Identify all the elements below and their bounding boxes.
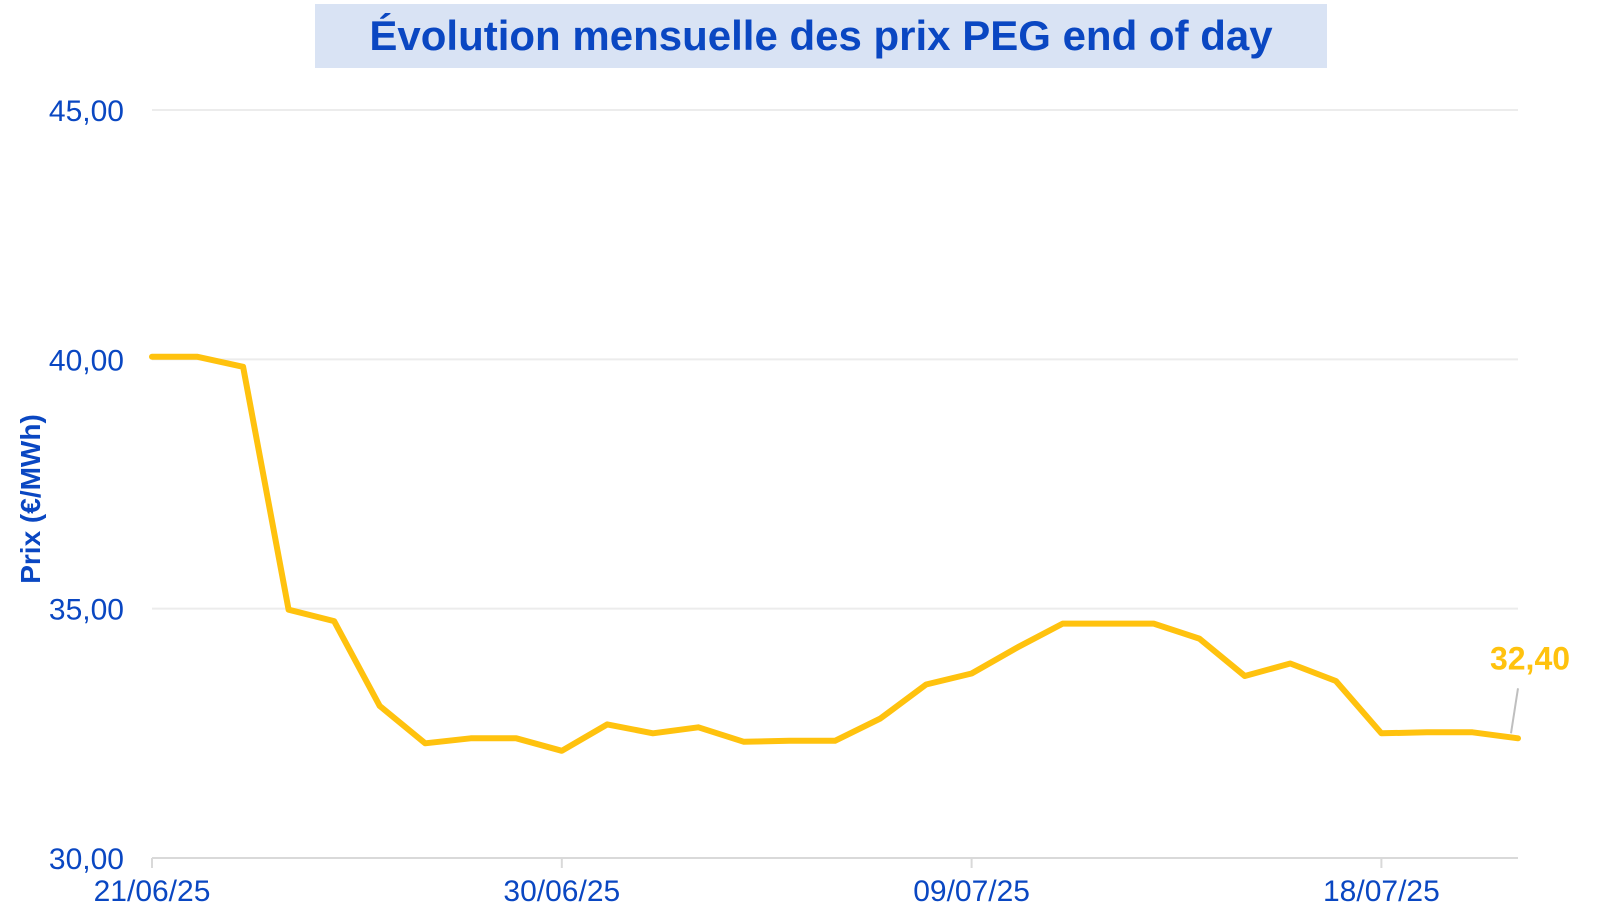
- series-line: [149, 353, 1521, 754]
- x-tick-label: 18/07/25: [1323, 875, 1440, 908]
- x-tick-label: 21/06/25: [94, 875, 211, 908]
- y-tick-label: 45,00: [49, 95, 124, 128]
- series-price: [149, 353, 1521, 754]
- y-axis-ticks: 30,00 35,00 40,00 45,00: [49, 95, 124, 876]
- gridlines: [152, 109, 1518, 610]
- y-axis-label: Prix (€/MWh): [15, 414, 46, 584]
- x-tick-label: 09/07/25: [913, 875, 1030, 908]
- last-value-leader-line: [1510, 688, 1519, 734]
- y-tick-label: 35,00: [49, 594, 124, 627]
- y-tick-label: 30,00: [49, 843, 124, 876]
- chart-title: Évolution mensuelle des prix PEG end of …: [369, 12, 1273, 59]
- chart-title-box: Évolution mensuelle des prix PEG end of …: [315, 4, 1327, 68]
- last-value-label: 32,40: [1490, 640, 1570, 676]
- y-tick-label: 40,00: [49, 344, 124, 377]
- x-tick-label: 30/06/25: [503, 875, 620, 908]
- x-axis: 21/06/25 30/06/25 09/07/25 18/07/25: [94, 857, 1518, 908]
